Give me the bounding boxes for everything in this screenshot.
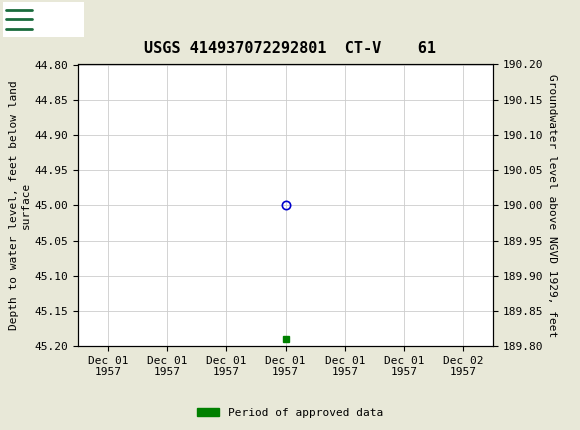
Y-axis label: Depth to water level, feet below land
surface: Depth to water level, feet below land su… — [9, 80, 31, 330]
Text: USGS 414937072292801  CT-V    61: USGS 414937072292801 CT-V 61 — [144, 41, 436, 56]
Bar — [3, 2, 84, 37]
Text: USGS: USGS — [38, 12, 74, 27]
Legend: Period of approved data: Period of approved data — [193, 403, 387, 422]
Y-axis label: Groundwater level above NGVD 1929, feet: Groundwater level above NGVD 1929, feet — [547, 74, 557, 337]
